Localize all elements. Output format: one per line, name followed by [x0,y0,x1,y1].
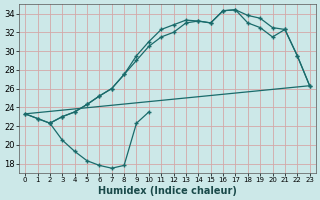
X-axis label: Humidex (Indice chaleur): Humidex (Indice chaleur) [98,186,237,196]
